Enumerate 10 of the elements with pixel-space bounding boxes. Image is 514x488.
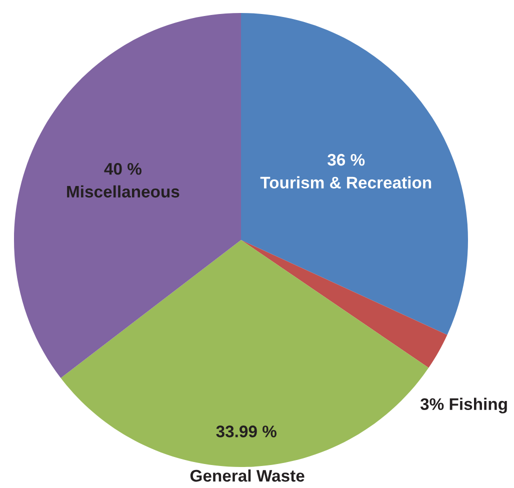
data-label: 40 % [104,162,142,175]
slice-label: General Waste [190,469,304,482]
pie-slice [14,13,241,378]
data-label: 33.99 % [216,426,277,438]
pie-slice [241,13,468,335]
data-label: 36 % [328,154,365,166]
slice-label: Tourism & Recreation [260,176,432,189]
slice-label: 3% Fishing [420,398,507,414]
pie-slice [241,240,448,368]
slice-label: Miscellaneous [67,185,180,198]
